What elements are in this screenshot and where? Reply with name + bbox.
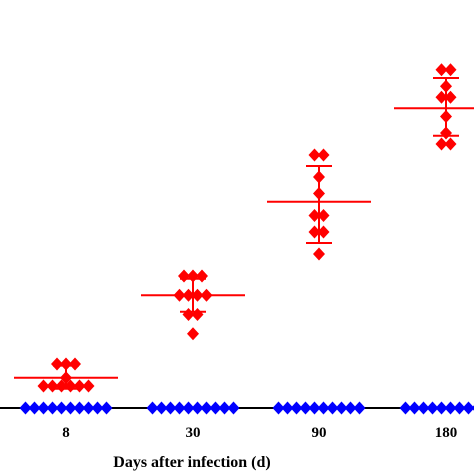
infected-point-90-3 [313,187,325,200]
control-point-30-0 [146,401,159,415]
control-point-90-7 [335,401,348,415]
control-point-30-6 [200,401,213,415]
infected-point-180-4 [435,90,448,104]
control-point-30-3 [173,401,186,415]
infected-point-8-6 [55,379,68,393]
infected-point-8-7 [64,379,77,393]
control-point-90-2 [290,401,303,415]
infected-point-180-3 [440,79,452,93]
control-point-30-4 [182,401,195,415]
infected-point-30-3 [173,288,186,302]
infected-point-8-9 [82,379,95,393]
x-tick-labels: 8 30 90 180 [62,425,457,441]
x-axis-title: Days after infection (d) [113,454,270,471]
infected-point-30-6 [200,288,213,302]
infected-point-180-7 [435,137,448,151]
infected-point-30-9 [187,327,199,341]
infected-point-180-2 [444,63,457,77]
x-tick-label-180: 180 [435,425,458,441]
infected-point-8-8 [73,379,86,393]
control-point-30-9 [227,401,240,415]
control-point-180-4 [435,401,448,415]
chart-marks [0,63,474,415]
x-tick-label-90: 90 [312,425,327,441]
control-point-8-2 [37,401,50,415]
infected-point-180-0 [440,126,452,140]
control-point-30-7 [209,401,222,415]
control-point-90-1 [281,401,294,415]
infected-point-8-4 [37,379,50,393]
control-point-8-6 [73,401,86,415]
control-point-8-5 [64,401,77,415]
control-point-90-5 [317,401,330,415]
control-point-8-8 [91,401,104,415]
control-point-90-8 [344,401,357,415]
control-point-8-9 [100,401,113,415]
control-point-90-6 [326,401,339,415]
infected-point-90-4 [308,209,321,222]
control-point-8-3 [46,401,59,415]
infected-point-8-5 [46,379,59,393]
infected-point-8-0 [51,357,63,371]
control-point-180-6 [453,401,466,415]
control-point-30-5 [191,401,204,415]
infected-point-90-2 [313,170,325,184]
infected-point-30-7 [182,308,195,321]
infected-point-90-1 [317,148,330,162]
control-point-180-7 [462,401,474,415]
control-point-90-4 [308,401,321,415]
x-tick-label-30: 30 [186,425,201,441]
control-point-180-1 [408,401,421,415]
x-tick-label-8: 8 [62,425,70,441]
control-point-180-2 [417,401,430,415]
infected-point-30-1 [187,269,199,283]
control-point-8-0 [19,401,32,415]
infected-point-8-1 [60,357,72,371]
control-point-90-0 [272,401,285,415]
control-point-8-7 [82,401,95,415]
control-point-180-0 [399,401,412,415]
control-point-180-5 [444,401,457,415]
infected-point-8-3 [60,371,72,385]
infected-point-90-6 [308,225,321,239]
infected-point-30-2 [196,269,208,283]
control-point-30-8 [218,401,231,415]
infected-point-30-8 [191,308,204,321]
infected-point-90-0 [308,148,321,162]
infected-point-90-8 [313,247,325,261]
control-point-90-3 [299,401,312,415]
control-point-30-1 [155,401,168,415]
infected-point-30-0 [178,269,190,283]
infected-point-30-4 [182,288,195,302]
control-point-8-1 [28,401,41,415]
infected-point-90-5 [317,209,330,222]
infected-point-30-5 [191,288,204,302]
infected-point-90-7 [317,225,330,239]
control-point-8-4 [55,401,68,415]
control-point-30-2 [164,401,177,415]
infected-point-180-5 [444,90,457,104]
control-point-90-9 [353,401,366,415]
control-point-180-3 [426,401,439,415]
infected-point-180-1 [435,63,448,77]
infected-point-180-6 [440,110,452,123]
control-point-180-8 [471,405,474,411]
infected-point-180-8 [444,137,457,151]
infected-point-8-2 [69,357,81,371]
